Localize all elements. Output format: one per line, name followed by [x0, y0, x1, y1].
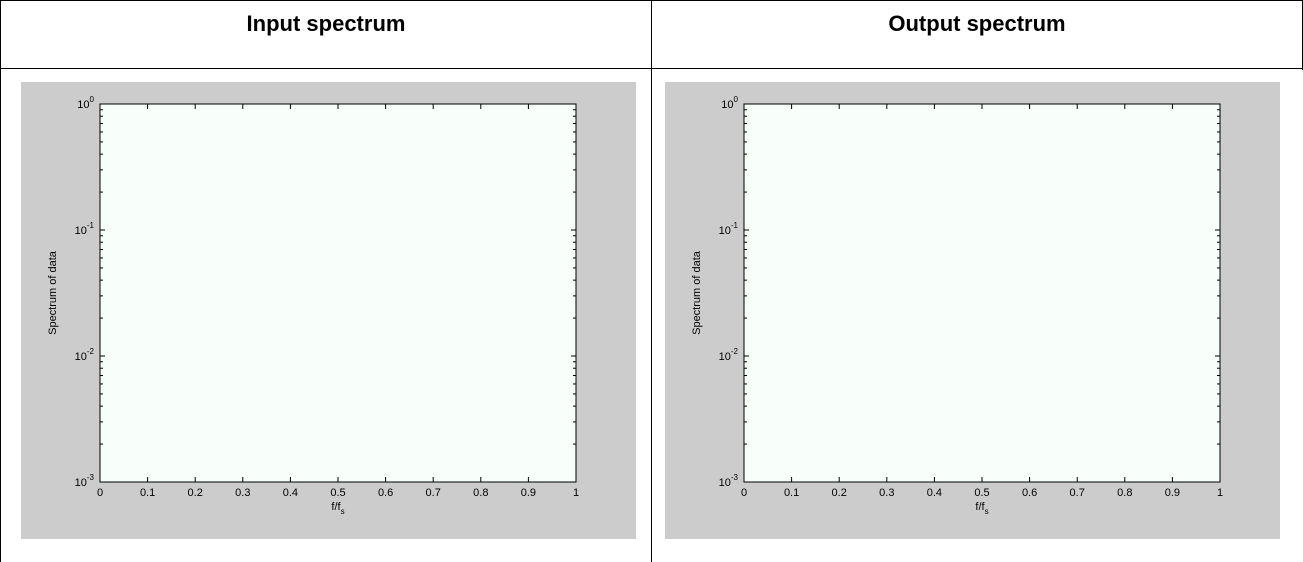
x-axis-label-main: f/f	[975, 501, 985, 513]
output-spectrum-header: Output spectrum	[888, 11, 1066, 36]
x-tick-label: 0.7	[426, 487, 441, 499]
x-tick-label: 0.8	[1117, 487, 1132, 499]
x-axis-label-main: f/f	[331, 501, 341, 513]
x-tick-label: 0.4	[283, 487, 298, 499]
output-spectrum-chart: 0 0.1 0.2 0.3 0.4 0.5 0.6 0.7 0.8 0.9 110010-110-2…	[691, 95, 1223, 516]
x-axis-label-subscript: s	[341, 507, 345, 516]
x-tick-label: 1	[573, 487, 579, 499]
x-tick-label: 0.6	[1022, 487, 1037, 499]
y-tick-exponent: -2	[731, 347, 739, 356]
y-tick-base: 10	[77, 99, 89, 111]
column-divider	[651, 0, 652, 562]
y-tick-exponent: 0	[734, 95, 739, 104]
x-tick-label: 0.3	[235, 487, 250, 499]
y-tick-label: 10-3	[75, 473, 95, 489]
x-tick-label: 0	[97, 487, 103, 499]
y-tick-base: 10	[719, 351, 731, 363]
input-spectrum-chart: 0 0.1 0.2 0.3 0.4 0.5 0.6 0.7 0.8 0.9 110010-110-2…	[47, 95, 579, 516]
y-tick-exponent: -1	[87, 221, 95, 230]
x-tick-label: 0.4	[927, 487, 942, 499]
x-tick-label: 0.9	[521, 487, 536, 499]
y-tick-label: 10-3	[719, 473, 739, 489]
y-tick-exponent: -3	[731, 473, 739, 482]
x-tick-label: 0.1	[140, 487, 155, 499]
y-tick-label: 10-2	[75, 347, 95, 363]
x-tick-label: 0.6	[378, 487, 393, 499]
axes-frame	[743, 103, 1221, 483]
y-axis-label: Spectrum of data	[691, 250, 703, 335]
input-spectrum-figure: 0 0.1 0.2 0.3 0.4 0.5 0.6 0.7 0.8 0.9 1 100 10-1 10-2…	[21, 82, 636, 539]
x-tick-label: 0.9	[1165, 487, 1180, 499]
y-tick-exponent: -3	[87, 473, 95, 482]
axes-frame	[99, 103, 577, 483]
x-tick-label: 0.3	[879, 487, 894, 499]
y-tick-label: 10-2	[719, 347, 739, 363]
y-tick-exponent: -2	[87, 347, 95, 356]
y-tick-label: 100	[77, 95, 94, 111]
y-axis-label: Spectrum of data	[47, 250, 59, 335]
plot-area	[100, 104, 576, 482]
y-tick-label: 10-1	[719, 221, 739, 237]
y-tick-base: 10	[75, 225, 87, 237]
x-tick-label: 0.7	[1070, 487, 1085, 499]
x-axis-label: f/fs	[975, 501, 988, 516]
x-tick-label: 0.5	[974, 487, 989, 499]
x-axis-label-subscript: s	[985, 507, 989, 516]
plot-area	[744, 104, 1220, 482]
x-tick-label: 0	[741, 487, 747, 499]
output-spectrum-figure: 0 0.1 0.2 0.3 0.4 0.5 0.6 0.7 0.8 0.9 1 100 10-1 10-2…	[665, 82, 1280, 539]
input-spectrum-header: Input spectrum	[246, 11, 406, 36]
x-tick-label: 1	[1217, 487, 1223, 499]
y-tick-label: 100	[721, 95, 738, 111]
y-tick-base: 10	[719, 225, 731, 237]
y-tick-label: 10-1	[75, 221, 95, 237]
y-tick-base: 10	[719, 477, 731, 489]
x-tick-label: 0.2	[832, 487, 847, 499]
y-tick-base: 10	[721, 99, 733, 111]
x-tick-label: 0.8	[473, 487, 488, 499]
y-tick-base: 10	[75, 477, 87, 489]
x-axis-label: f/fs	[331, 501, 344, 516]
x-tick-label: 0.2	[188, 487, 203, 499]
y-tick-base: 10	[75, 351, 87, 363]
table-left-border	[0, 0, 1, 562]
y-tick-exponent: -1	[731, 221, 739, 230]
x-tick-label: 0.1	[784, 487, 799, 499]
x-tick-label: 0.5	[330, 487, 345, 499]
y-tick-exponent: 0	[90, 95, 95, 104]
